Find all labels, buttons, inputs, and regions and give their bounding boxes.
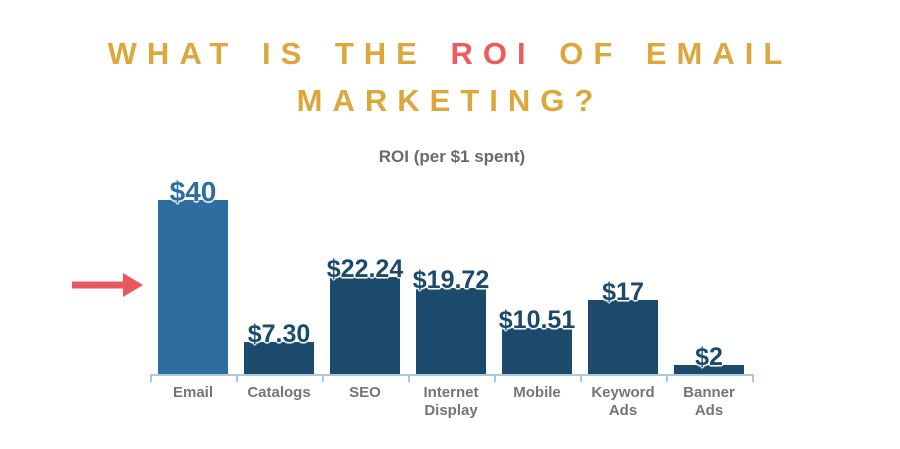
tick-label-email: Email: [172, 384, 214, 401]
axis-tick: [494, 374, 496, 382]
value-label-keyword-ads: $17: [602, 278, 644, 307]
arrow-right-icon: [72, 273, 143, 297]
bar-slot-seo: $22.24: [322, 257, 408, 374]
bar-banner-ads: [674, 365, 744, 374]
x-axis-line: [150, 374, 754, 382]
bar-mobile: [502, 328, 572, 374]
tick-label-seo: SEO: [349, 384, 381, 401]
bar-keyword-ads: [588, 300, 658, 374]
axis-tick: [408, 374, 410, 382]
axis-tick: [150, 374, 152, 382]
bar-slot-mobile: $10.51: [494, 308, 580, 374]
bar-slot-keyword-ads: $17: [580, 280, 666, 374]
axis-tick: [752, 374, 754, 382]
value-label-seo: $22.24: [326, 255, 404, 284]
tick-label-mobile: Mobile: [513, 384, 561, 401]
value-label-email: $40: [169, 176, 217, 207]
tick-label-banner-ads: Banner Ads: [683, 384, 735, 419]
x-axis-tick-labels: Email Catalogs SEO Internet Display Mobile Ke…: [150, 384, 752, 420]
axis-tick: [322, 374, 324, 382]
value-label-catalogs: $7.30: [247, 320, 311, 349]
tick-label-catalogs: Catalogs: [247, 384, 311, 401]
bar-seo: [330, 277, 400, 374]
bar-slot-internet-display: $19.72: [408, 268, 494, 374]
bar-slot-catalogs: $7.30: [236, 322, 322, 374]
value-label-internet-display: $19.72: [412, 266, 490, 295]
tick-label-internet-display: Internet Display: [423, 384, 479, 419]
bar-internet-display: [416, 288, 486, 374]
title-line-1: WHAT IS THE ROI OF EMAIL: [0, 30, 900, 77]
title-text-post: OF EMAIL: [535, 36, 793, 71]
bar-slot-banner-ads: $2: [666, 345, 752, 374]
tick-label-keyword-ads: Keyword Ads: [591, 384, 655, 419]
bar-slot-email: $40: [150, 178, 236, 374]
bar-chart: $40 $7.30 $22.24 $19.72 $10.51 $17 $2: [150, 174, 752, 374]
value-label-banner-ads: $2: [695, 343, 723, 372]
title-text-pre: WHAT IS THE: [107, 36, 451, 71]
axis-tick: [666, 374, 668, 382]
bar-email: [158, 200, 228, 374]
bar-catalogs: [244, 342, 314, 374]
title-line-2: MARKETING?: [296, 83, 604, 118]
chart-title: ROI (per $1 spent): [378, 147, 526, 166]
axis-tick: [236, 374, 238, 382]
page-title: WHAT IS THE ROI OF EMAIL MARKETING?: [0, 30, 900, 124]
title-accent-roi: ROI: [450, 36, 536, 71]
value-label-mobile: $10.51: [498, 306, 576, 335]
axis-tick: [580, 374, 582, 382]
